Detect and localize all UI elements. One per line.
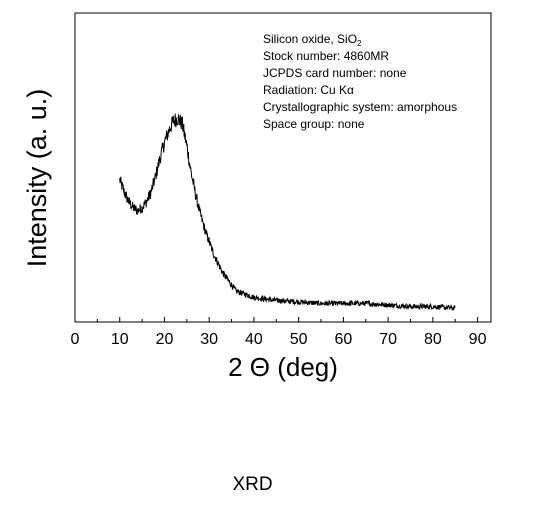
annotation-line-compound-text: Silicon oxide, SiO: [263, 32, 357, 46]
plot-frame: [74, 12, 492, 323]
x-tick-label: 20: [156, 331, 174, 348]
annotation-line-system: Crystallographic system: amorphous: [263, 100, 457, 114]
x-tick-label: 50: [290, 331, 308, 348]
x-axis-label: 2 Θ (deg): [228, 352, 338, 382]
x-axis-tick-labels: 0 10 20 30 40 50 60 70 80 90: [71, 331, 487, 348]
annotation-subscript: 2: [357, 39, 362, 48]
annotation-line-space-group: Space group: none: [263, 117, 365, 131]
annotation-line-jcpds: JCPDS card number: none: [263, 66, 407, 80]
chart-annotation: Silicon oxide, SiO2 Stock number: 4860MR…: [263, 32, 457, 131]
figure-caption: XRD: [232, 474, 273, 495]
figure-caption-wrapper: XRD: [0, 474, 545, 496]
annotation-line-compound: Silicon oxide, SiO2: [263, 32, 362, 48]
x-tick-label: 10: [111, 331, 129, 348]
x-axis-ticks: [74, 317, 479, 322]
x-tick-label: 60: [334, 331, 352, 348]
x-tick-label: 0: [71, 331, 80, 348]
x-tick-label: 80: [424, 331, 442, 348]
xrd-pattern-series: [119, 113, 456, 312]
x-tick-label: 90: [469, 331, 487, 348]
x-tick-label: 70: [379, 331, 397, 348]
x-tick-label: 40: [245, 331, 263, 348]
y-axis-label: Intensity (a. u.): [22, 89, 52, 268]
annotation-line-stock: Stock number: 4860MR: [263, 49, 389, 63]
x-tick-label: 30: [200, 331, 218, 348]
annotation-line-radiation: Radiation: Cu Kα: [263, 83, 354, 97]
